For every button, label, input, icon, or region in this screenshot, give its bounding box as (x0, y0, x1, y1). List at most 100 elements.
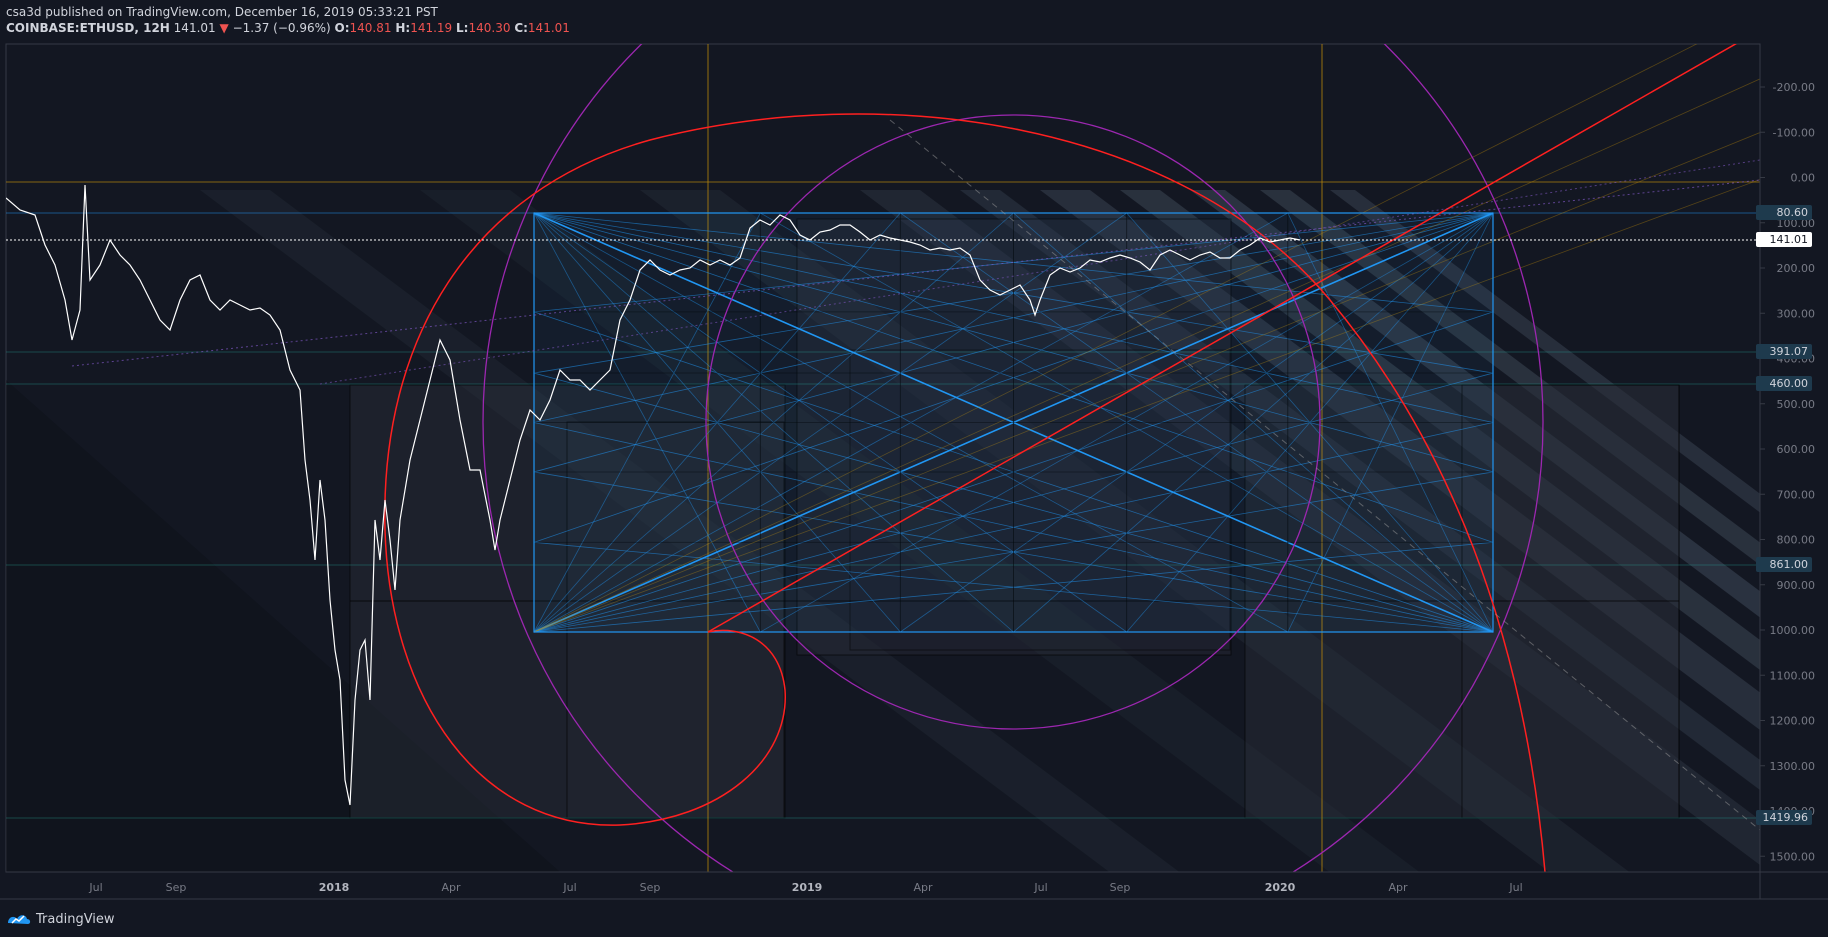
publisher-name[interactable]: csa3d (6, 5, 42, 19)
diagonal-band (1330, 190, 1760, 513)
price-label: 80.60 (1756, 205, 1812, 220)
time-tick-label: Jul (1033, 881, 1047, 894)
dotted-line (71, 179, 1760, 367)
price-tick-label: 500.00 (1777, 398, 1816, 411)
diagonal-band (420, 190, 1420, 872)
fan-line (1287, 212, 1494, 633)
fan-line (1126, 212, 1494, 633)
footer-brand[interactable]: TradingView (6, 911, 115, 927)
fan-line (900, 212, 1494, 633)
price-tick-label: 1200.00 (1770, 715, 1816, 728)
fan-line (533, 212, 1014, 633)
diagonal-band (960, 190, 1760, 790)
fan-line (533, 212, 1288, 633)
fan-line (1287, 212, 1494, 633)
low-label: L: (456, 21, 469, 35)
price-label: 391.07 (1756, 344, 1812, 359)
low-value: 140.30 (468, 21, 511, 35)
time-tick-label: Apr (913, 881, 933, 894)
price-label: 1419.96 (1756, 810, 1812, 825)
time-tick-label: Apr (1388, 881, 1408, 894)
price-tick-label: 300.00 (1777, 307, 1816, 320)
time-tick-label: Apr (441, 881, 461, 894)
diagonal-band (640, 190, 1630, 872)
fan-line (900, 212, 1494, 633)
fib-box (533, 212, 1494, 633)
price-label: 141.01 (1756, 232, 1812, 247)
symbol-legend: COINBASE:ETHUSD, 12H 141.01 ▼ −1.37 (−0.… (6, 21, 570, 35)
time-tick-label: Sep (640, 881, 661, 894)
price-change: −1.37 (−0.96%) (232, 21, 331, 35)
price-axis[interactable]: -200.00-100.000.00100.00200.00300.00400.… (1760, 81, 1815, 863)
dotted-line (889, 119, 1760, 831)
price-series (6, 184, 1301, 806)
price-tick-label: 1500.00 (1770, 850, 1816, 863)
shaded-box (566, 421, 785, 819)
fan-line (533, 212, 761, 633)
time-tick-label: 2020 (1265, 881, 1296, 894)
price-tick-label: -200.00 (1773, 81, 1815, 94)
publish-text: published on TradingView.com, December 1… (41, 5, 438, 19)
footer-brand-text: TradingView (36, 911, 115, 927)
diagonal-band (1040, 190, 1760, 730)
price-tick-label: 1300.00 (1770, 760, 1816, 773)
price-tick-label: -100.00 (1773, 126, 1815, 139)
drawings-layer (6, 44, 1760, 872)
fan-projection (533, 132, 1760, 633)
close-value: 141.01 (527, 21, 570, 35)
price-tick-label: 800.00 (1777, 534, 1816, 547)
price-tick-label: 600.00 (1777, 443, 1816, 456)
shaded-box (849, 349, 1231, 651)
high-value: 141.19 (410, 21, 453, 35)
diagonal-shade (6, 380, 560, 872)
price-label: 460.00 (1756, 376, 1812, 391)
fan-line (533, 212, 1127, 633)
time-tick-label: Jul (88, 881, 102, 894)
price-label: 861.00 (1756, 557, 1812, 572)
red-trendline (707, 44, 1738, 633)
fib-spiral (384, 113, 1546, 872)
fan-line (533, 212, 1014, 633)
fan-projection (533, 44, 1698, 633)
purple-circle (482, 44, 1544, 872)
price-tick-label: 200.00 (1777, 262, 1816, 275)
close-label: C: (514, 21, 528, 35)
price-tick-label: 1000.00 (1770, 624, 1816, 637)
time-tick-label: Sep (166, 881, 187, 894)
time-tick-label: Jul (562, 881, 576, 894)
diagonal-bands (6, 190, 1760, 872)
fan-line (1013, 212, 1494, 633)
time-tick-label: 2018 (319, 881, 350, 894)
time-tick-label: Jul (1508, 881, 1522, 894)
last-price: 141.01 (173, 21, 216, 35)
open-label: O: (334, 21, 350, 35)
time-tick-label: Sep (1110, 881, 1131, 894)
purple-circle (705, 114, 1321, 730)
fan-line (533, 212, 1127, 633)
fan-projection (533, 179, 1760, 633)
diagonal-band (1190, 190, 1760, 618)
price-tick-label: 100.00 (1777, 217, 1816, 230)
high-label: H: (395, 21, 411, 35)
tradingview-logo-icon (8, 915, 31, 924)
fan-line (533, 212, 761, 633)
fan-line (533, 212, 1288, 633)
price-tick-label: 700.00 (1777, 488, 1816, 501)
diagonal-band (860, 190, 1760, 865)
time-axis[interactable]: Jul Sep 2018 Apr Jul Sep 2019 Apr Jul Sep 2020 Apr J… (88, 881, 1522, 894)
price-tick-label: 0.00 (1791, 172, 1816, 185)
open-value: 140.81 (349, 21, 392, 35)
price-tick-label: 1100.00 (1770, 669, 1816, 682)
publish-info: csa3d published on TradingView.com, Dece… (6, 5, 438, 19)
time-tick-label: 2019 (792, 881, 823, 894)
fan-projection (533, 78, 1760, 633)
fib-fan (533, 44, 1760, 633)
down-arrow-icon: ▼ (219, 21, 229, 35)
diagonal-band (1260, 190, 1760, 565)
symbol-name[interactable]: COINBASE:ETHUSD, 12H (6, 21, 170, 35)
price-tick-label: 900.00 (1777, 579, 1816, 592)
diagonal-band (1120, 190, 1760, 670)
fan-line (1013, 212, 1494, 633)
diagonal-band (200, 190, 1180, 872)
